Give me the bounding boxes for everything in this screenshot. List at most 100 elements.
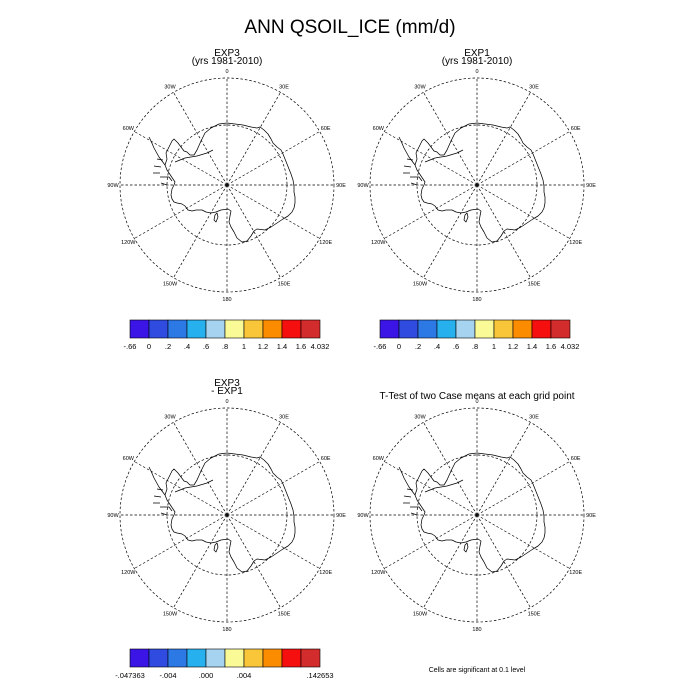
longitude-label: 30W <box>414 84 426 90</box>
longitude-label: 0 <box>225 69 228 75</box>
colorbar-label: 0 <box>397 342 401 351</box>
panel-difference: EXP3 - EXP1 0 30E 60E 90E 120E 150E 180 150W 120… <box>107 378 346 633</box>
colorbar-swatch <box>186 319 207 339</box>
longitude-label: 0 <box>475 69 478 75</box>
longitude-label: 180 <box>222 627 231 633</box>
longitude-label: 150W <box>163 612 178 618</box>
colorbar-swatch <box>129 648 150 668</box>
colorbar-swatch <box>224 648 245 668</box>
colorbar-swatch <box>243 648 264 668</box>
longitude-label: 90E <box>336 183 346 189</box>
longitude-label: 180 <box>472 297 481 303</box>
colorbar-swatch <box>129 319 150 339</box>
longitude-label: 90W <box>357 183 369 189</box>
colorbar-label: .4 <box>434 342 440 351</box>
colorbar-label: -.66 <box>124 342 137 351</box>
colorbar-swatch <box>455 319 476 339</box>
colorbar-swatch <box>262 648 283 668</box>
colorbar-label: .004 <box>237 671 252 680</box>
colorbar-swatch <box>262 319 283 339</box>
colorbar-label: 4.032 <box>311 342 330 351</box>
longitude-label: 150W <box>413 282 428 288</box>
colorbar-swatch <box>398 319 419 339</box>
figure-title: ANN QSOIL_ICE (mm/d) <box>244 17 455 38</box>
longitude-label: 30E <box>279 84 289 90</box>
colorbar-difference: -.047363 -.004 .000 .004 .142653 <box>115 648 334 680</box>
colorbar-swatch <box>281 319 302 339</box>
colorbar-swatch <box>148 319 169 339</box>
colorbar-swatch <box>186 648 207 668</box>
panel-exp3: EXP3 (yrs 1981-2010) 0 30E 60E 90E 120E 150E 1… <box>107 48 346 303</box>
colorbar-label: 1 <box>492 342 496 351</box>
colorbar-swatch <box>493 319 514 339</box>
colorbar-swatch <box>474 319 495 339</box>
polar-map: 0 30E 60E 90E 120E 150E 180 150W 120W 90W 60W 30W <box>357 69 596 303</box>
colorbar-swatch <box>167 648 188 668</box>
colorbar-swatch <box>243 319 264 339</box>
panel-ttest: T-Test of two Case means at each grid po… <box>357 391 596 633</box>
colorbar-label: 1.4 <box>527 342 537 351</box>
colorbar-label: 1.6 <box>546 342 556 351</box>
colorbar-swatch <box>300 648 321 668</box>
polar-map: 0 30E 60E 90E 120E 150E 180 150W 120W 90W 60W 30W <box>107 69 346 303</box>
colorbar-swatch <box>436 319 457 339</box>
panel-title-line1: EXP1 <box>464 48 490 59</box>
colorbar-label: 1.4 <box>277 342 287 351</box>
colorbar-label: 1 <box>242 342 246 351</box>
longitude-label: 180 <box>222 297 231 303</box>
significance-note: Cells are significant at 0.1 level <box>429 667 526 674</box>
colorbar-label: 1.2 <box>258 342 268 351</box>
panel-exp1: EXP1 (yrs 1981-2010) 0 30E 60E 90E 120E 150E 1… <box>357 48 596 303</box>
colorbar-label: .8 <box>472 342 478 351</box>
longitude-label: 150E <box>278 612 291 618</box>
longitude-label: 30W <box>414 414 426 420</box>
longitude-label: 90E <box>586 183 596 189</box>
longitude-label: 120E <box>569 240 582 246</box>
colorbar-swatch <box>205 319 226 339</box>
colorbar-label: .142653 <box>306 671 333 680</box>
colorbar-label: 4.032 <box>561 342 580 351</box>
colorbar-label: 0 <box>147 342 151 351</box>
colorbar-swatch <box>512 319 533 339</box>
colorbar-exp1: -.66 0 .2 .4 .6 .8 1 1.2 1.4 1.6 4.032 <box>374 319 580 351</box>
longitude-label: 180 <box>472 627 481 633</box>
longitude-label: 60E <box>321 126 331 132</box>
colorbar-label: .000 <box>199 671 214 680</box>
longitude-label: 30E <box>279 414 289 420</box>
longitude-label: 0 <box>475 399 478 405</box>
colorbar-label: 1.6 <box>296 342 306 351</box>
colorbar-swatch <box>300 319 321 339</box>
panel-title: T-Test of two Case means at each grid po… <box>379 391 574 402</box>
colorbar-swatch <box>550 319 571 339</box>
longitude-label: 120E <box>569 570 582 576</box>
longitude-label: 30W <box>164 84 176 90</box>
polar-map: 0 30E 60E 90E 120E 150E 180 150W 120W 90W 60W 30W <box>107 399 346 633</box>
longitude-label: 120W <box>371 570 386 576</box>
longitude-label: 60E <box>321 456 331 462</box>
polar-map: 0 30E 60E 90E 120E 150E 180 150W 120W 90W 60W 30W <box>357 399 596 633</box>
colorbar-label: .6 <box>203 342 209 351</box>
longitude-label: 120W <box>371 240 386 246</box>
colorbar-exp3: -.66 0 .2 .4 .6 .8 1 1.2 1.4 1.6 4.032 <box>124 319 330 351</box>
longitude-label: 120E <box>319 570 332 576</box>
longitude-label: 30W <box>164 414 176 420</box>
colorbar-swatch <box>379 319 400 339</box>
colorbar-label: -.004 <box>159 671 176 680</box>
panel-title-line1: EXP3 <box>214 378 240 389</box>
longitude-label: 60W <box>123 456 135 462</box>
colorbar-swatch <box>531 319 552 339</box>
longitude-label: 0 <box>225 399 228 405</box>
colorbar-swatch <box>224 319 245 339</box>
panel-title-line2: - EXP1 <box>211 386 243 397</box>
panel-title-line2: (yrs 1981-2010) <box>442 56 513 67</box>
longitude-label: 30E <box>529 84 539 90</box>
longitude-label: 150E <box>528 612 541 618</box>
colorbar-label: .2 <box>165 342 171 351</box>
colorbar-label: .2 <box>415 342 421 351</box>
colorbar-label: -.66 <box>374 342 387 351</box>
longitude-label: 90E <box>336 513 346 519</box>
panel-title-line1: EXP3 <box>214 48 240 59</box>
longitude-label: 120W <box>121 240 136 246</box>
colorbar-label: -.047363 <box>115 671 145 680</box>
